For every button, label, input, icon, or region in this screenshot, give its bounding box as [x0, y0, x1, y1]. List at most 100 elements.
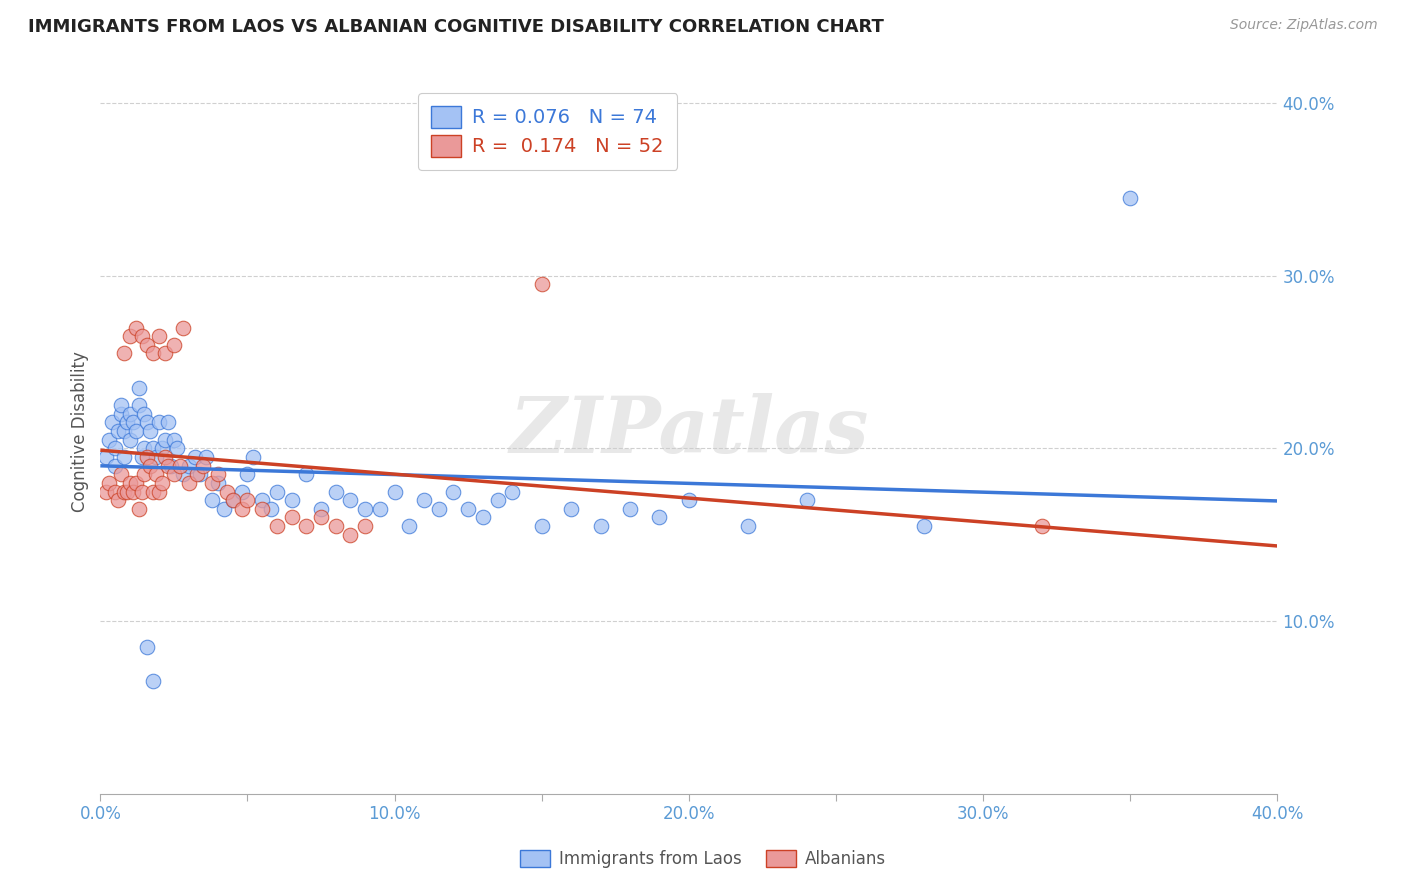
- Point: [98, 433, 121, 447]
- Point: [190, 467, 212, 482]
- Point: [413, 493, 436, 508]
- Point: [222, 493, 245, 508]
- Point: [139, 458, 162, 473]
- Point: [486, 493, 509, 508]
- Point: [112, 424, 135, 438]
- Point: [124, 424, 146, 438]
- Point: [195, 450, 218, 464]
- Text: Source: ZipAtlas.com: Source: ZipAtlas.com: [1230, 18, 1378, 32]
- Point: [354, 501, 377, 516]
- Point: [183, 450, 205, 464]
- Point: [104, 442, 127, 456]
- Point: [118, 433, 141, 447]
- Point: [128, 398, 150, 412]
- Point: [115, 484, 138, 499]
- Point: [145, 450, 167, 464]
- Point: [172, 467, 194, 482]
- Point: [172, 320, 194, 334]
- Point: [128, 381, 150, 395]
- Point: [157, 416, 180, 430]
- Point: [128, 501, 150, 516]
- Point: [121, 416, 143, 430]
- Point: [193, 458, 215, 473]
- Point: [136, 338, 159, 352]
- Point: [142, 346, 165, 360]
- Point: [148, 416, 170, 430]
- Point: [236, 493, 259, 508]
- Point: [280, 493, 302, 508]
- Point: [295, 467, 318, 482]
- Point: [260, 501, 283, 516]
- Point: [201, 493, 224, 508]
- Point: [118, 407, 141, 421]
- Point: [145, 467, 167, 482]
- Point: [153, 433, 176, 447]
- Text: IMMIGRANTS FROM LAOS VS ALBANIAN COGNITIVE DISABILITY CORRELATION CHART: IMMIGRANTS FROM LAOS VS ALBANIAN COGNITI…: [28, 18, 884, 36]
- Point: [163, 338, 186, 352]
- Point: [231, 484, 253, 499]
- Point: [648, 510, 671, 524]
- Point: [131, 450, 153, 464]
- Point: [427, 501, 450, 516]
- Point: [398, 519, 420, 533]
- Point: [101, 416, 124, 430]
- Point: [110, 398, 132, 412]
- Point: [142, 674, 165, 689]
- Point: [134, 442, 156, 456]
- Point: [112, 346, 135, 360]
- Point: [134, 467, 156, 482]
- Point: [457, 501, 479, 516]
- Point: [142, 484, 165, 499]
- Point: [186, 467, 208, 482]
- Point: [368, 501, 391, 516]
- Point: [98, 475, 121, 490]
- Point: [134, 407, 156, 421]
- Point: [169, 458, 191, 473]
- Point: [280, 510, 302, 524]
- Point: [136, 416, 159, 430]
- Point: [443, 484, 465, 499]
- Point: [112, 450, 135, 464]
- Point: [309, 510, 332, 524]
- Point: [131, 329, 153, 343]
- Point: [110, 467, 132, 482]
- Point: [112, 484, 135, 499]
- Point: [118, 329, 141, 343]
- Point: [153, 346, 176, 360]
- Point: [153, 450, 176, 464]
- Point: [177, 458, 200, 473]
- Point: [207, 475, 229, 490]
- Point: [207, 467, 229, 482]
- Point: [266, 519, 288, 533]
- Point: [212, 501, 235, 516]
- Point: [104, 458, 127, 473]
- Point: [912, 519, 935, 533]
- Point: [325, 519, 347, 533]
- Point: [118, 475, 141, 490]
- Point: [136, 450, 159, 464]
- Legend: R = 0.076   N = 74, R =  0.174   N = 52: R = 0.076 N = 74, R = 0.174 N = 52: [418, 93, 678, 170]
- Point: [354, 519, 377, 533]
- Point: [104, 484, 127, 499]
- Point: [530, 277, 553, 292]
- Point: [150, 442, 173, 456]
- Point: [215, 484, 238, 499]
- Point: [339, 493, 361, 508]
- Point: [309, 501, 332, 516]
- Point: [266, 484, 288, 499]
- Point: [295, 519, 318, 533]
- Point: [177, 475, 200, 490]
- Point: [339, 527, 361, 541]
- Point: [560, 501, 582, 516]
- Point: [530, 519, 553, 533]
- Point: [160, 458, 183, 473]
- Point: [115, 416, 138, 430]
- Point: [139, 424, 162, 438]
- Point: [163, 467, 186, 482]
- Point: [136, 640, 159, 654]
- Point: [384, 484, 406, 499]
- Y-axis label: Cognitive Disability: Cognitive Disability: [72, 351, 89, 511]
- Point: [737, 519, 759, 533]
- Point: [96, 450, 118, 464]
- Point: [231, 501, 253, 516]
